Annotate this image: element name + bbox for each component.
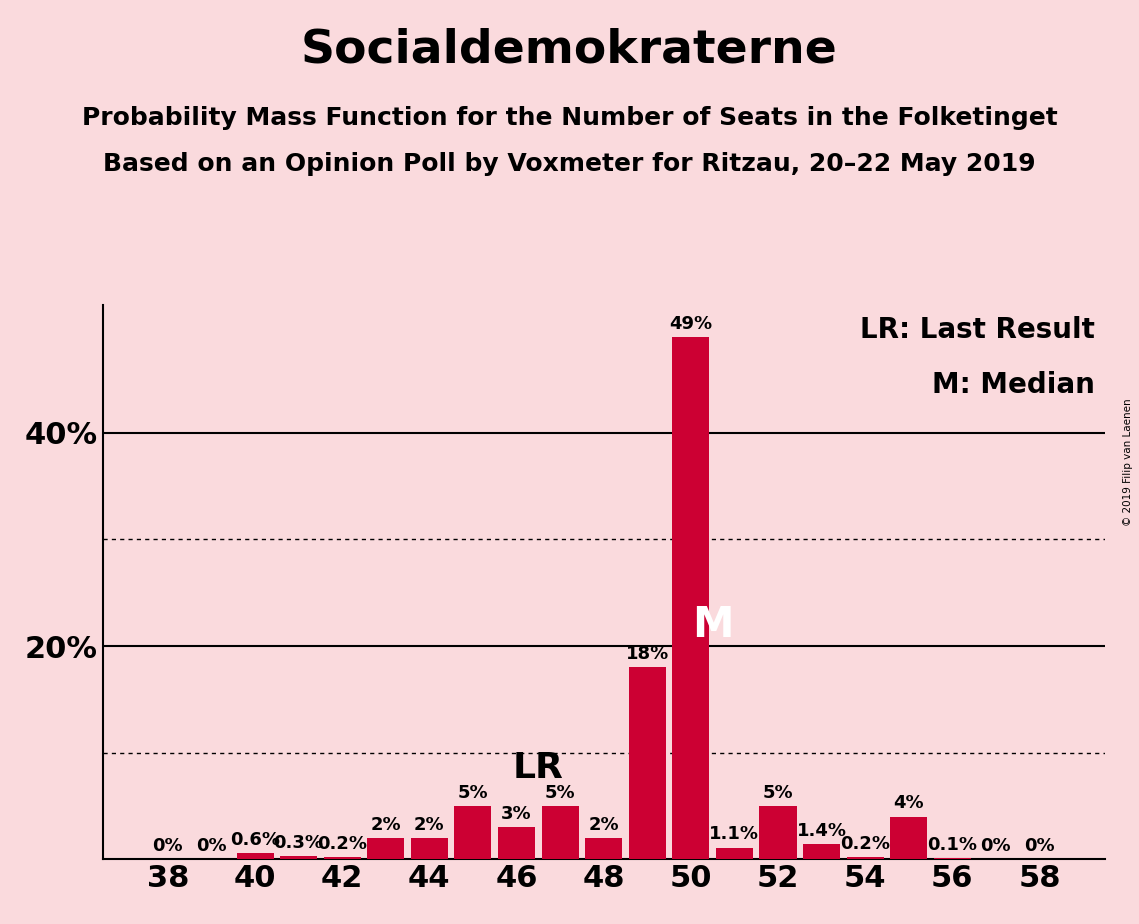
Text: LR: Last Result: LR: Last Result (860, 316, 1095, 344)
Bar (367, 838, 404, 859)
Text: 0%: 0% (153, 837, 183, 855)
Bar (237, 853, 273, 859)
Text: 5%: 5% (458, 784, 489, 802)
Bar (498, 827, 535, 859)
Bar (891, 817, 927, 859)
Bar (585, 838, 622, 859)
Bar (803, 845, 841, 859)
Text: 0.6%: 0.6% (230, 831, 280, 848)
Text: 0.1%: 0.1% (927, 836, 977, 854)
Text: Socialdemokraterne: Socialdemokraterne (301, 28, 838, 73)
Text: LR: LR (513, 750, 564, 784)
Text: 2%: 2% (589, 816, 618, 833)
Bar (454, 806, 491, 859)
Text: 18%: 18% (625, 645, 669, 663)
Text: 0.2%: 0.2% (841, 835, 891, 853)
Text: M: Median: M: Median (932, 371, 1095, 399)
Text: 2%: 2% (415, 816, 444, 833)
Bar (760, 806, 796, 859)
Text: 1.4%: 1.4% (796, 822, 846, 840)
Bar (934, 858, 970, 859)
Bar (411, 838, 448, 859)
Bar (629, 667, 666, 859)
Text: 0.2%: 0.2% (317, 835, 367, 853)
Text: 0%: 0% (196, 837, 227, 855)
Text: M: M (691, 603, 734, 646)
Text: 0.3%: 0.3% (273, 833, 323, 852)
Text: Probability Mass Function for the Number of Seats in the Folketinget: Probability Mass Function for the Number… (82, 106, 1057, 130)
Bar (280, 857, 317, 859)
Text: Based on an Opinion Poll by Voxmeter for Ritzau, 20–22 May 2019: Based on an Opinion Poll by Voxmeter for… (104, 152, 1035, 176)
Bar (672, 337, 710, 859)
Bar (716, 847, 753, 859)
Text: 49%: 49% (670, 315, 712, 333)
Text: 3%: 3% (501, 805, 532, 823)
Text: 5%: 5% (544, 784, 575, 802)
Text: 0%: 0% (1024, 837, 1055, 855)
Text: 4%: 4% (893, 795, 924, 812)
Bar (846, 857, 884, 859)
Text: © 2019 Filip van Laenen: © 2019 Filip van Laenen (1123, 398, 1133, 526)
Text: 1.1%: 1.1% (710, 825, 760, 844)
Text: 2%: 2% (370, 816, 401, 833)
Text: 0%: 0% (981, 837, 1011, 855)
Bar (541, 806, 579, 859)
Text: 5%: 5% (763, 784, 793, 802)
Bar (323, 857, 361, 859)
